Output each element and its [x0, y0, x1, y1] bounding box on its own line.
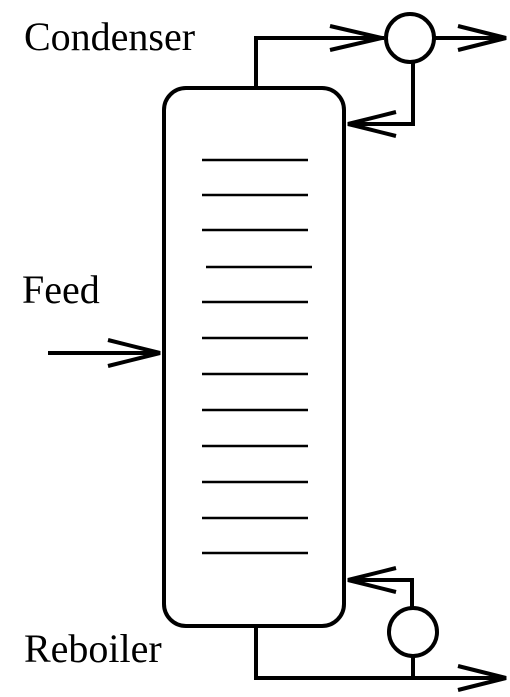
condenser-loop — [254, 12, 507, 138]
reboiler-loop — [254, 566, 507, 692]
column — [162, 86, 346, 628]
trays — [202, 158, 312, 555]
feed-arrow — [48, 338, 161, 368]
condenser-label: Condenser — [24, 14, 195, 59]
reboiler-label: Reboiler — [24, 626, 162, 671]
feed-label: Feed — [22, 267, 100, 312]
